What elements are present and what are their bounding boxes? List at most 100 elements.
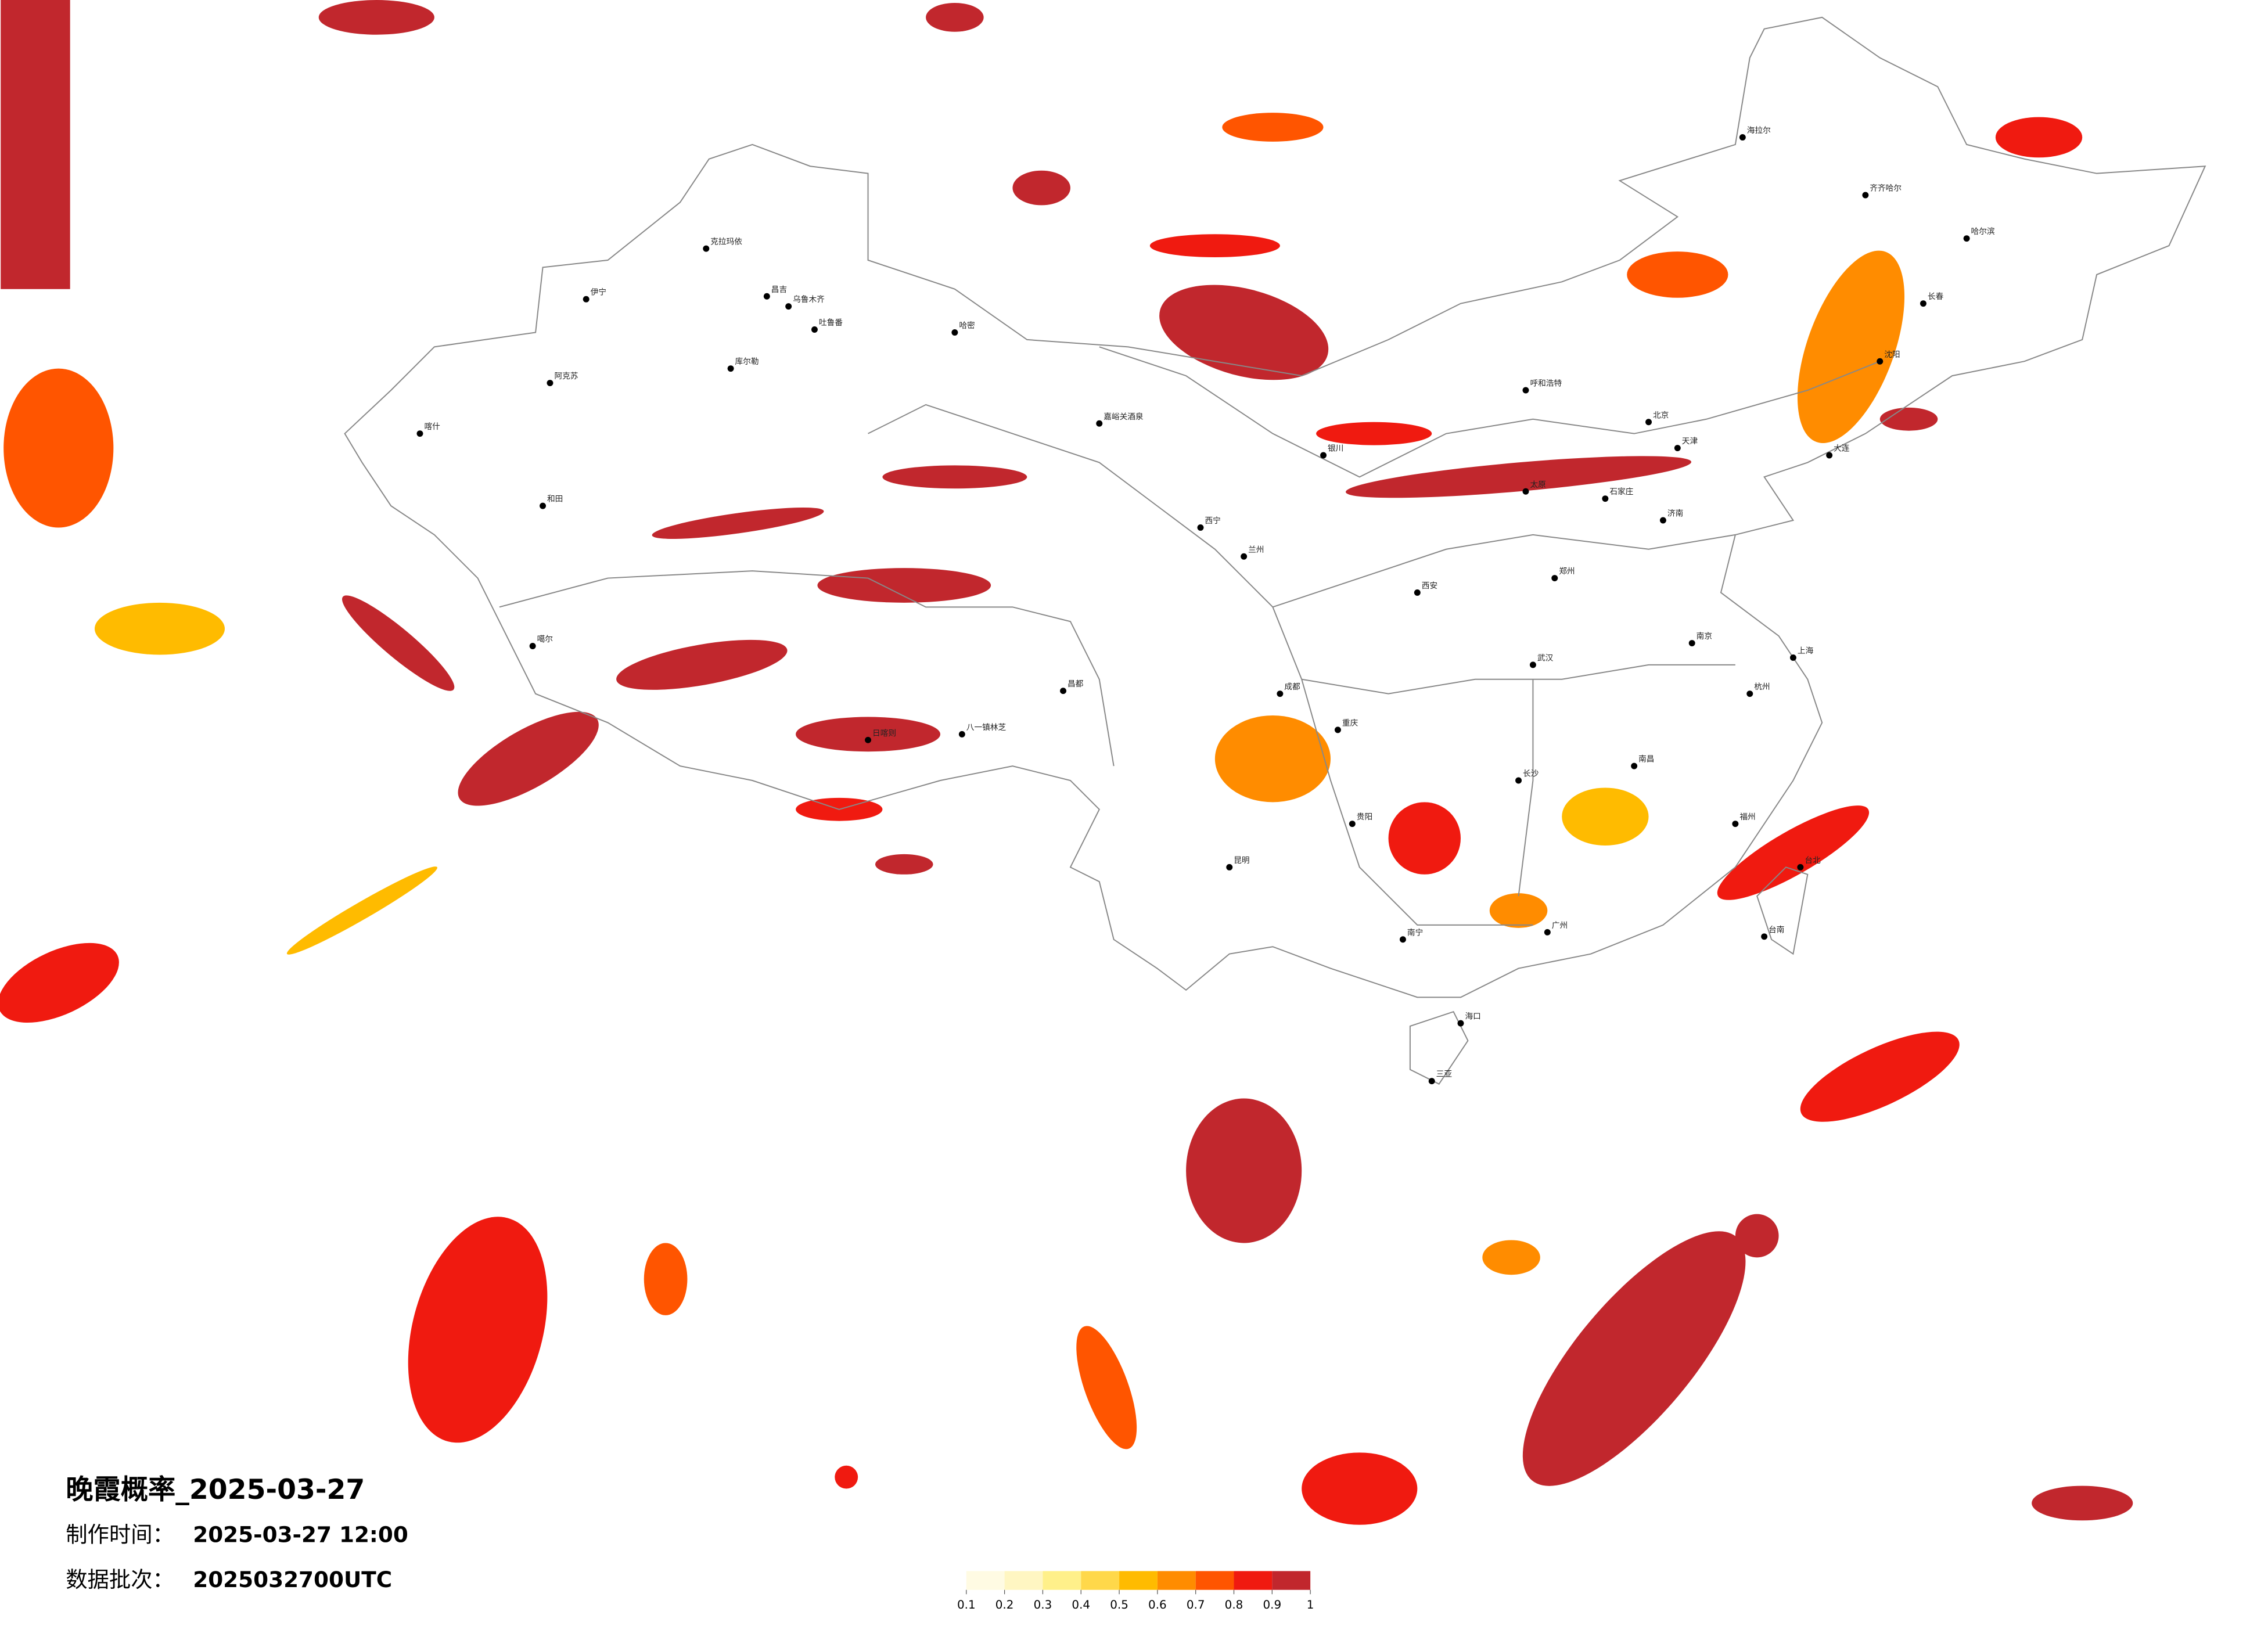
- city-dot: [1789, 654, 1796, 661]
- city-label: 沈阳: [1884, 350, 1900, 359]
- city-label: 库尔勒: [735, 357, 759, 366]
- area: [1186, 1098, 1302, 1243]
- city-label: 北京: [1653, 411, 1669, 420]
- colorbar-segment: [966, 1571, 1005, 1590]
- area: [616, 639, 788, 690]
- city-dot: [1862, 192, 1869, 199]
- city-dot: [1334, 726, 1341, 733]
- city-dot: [1674, 445, 1681, 452]
- area: [796, 717, 940, 752]
- map-title: 晚霞概率_2025-03-27: [66, 1474, 365, 1506]
- city-dot: [951, 329, 958, 336]
- city-dot: [1457, 1020, 1464, 1027]
- borders: [344, 16, 2206, 1085]
- city-dot: [1732, 821, 1739, 828]
- colorbar-tick-label: 0.1: [957, 1598, 976, 1611]
- city-label: 噶尔: [537, 635, 553, 644]
- colorbar: 0.1 0.2 0.3 0.4 0.5 0.6 0.7 0.8 0.9 1: [957, 1571, 1314, 1611]
- area: [882, 465, 1027, 489]
- area: [1012, 170, 1070, 206]
- area: [1879, 407, 1938, 431]
- city-dot: [1739, 134, 1746, 141]
- probability-areas: [0, 0, 2133, 1525]
- area: [1482, 1240, 1540, 1275]
- city-label: 乌鲁木齐: [793, 295, 825, 304]
- city-label: 南京: [1696, 632, 1712, 641]
- colorbar-tick-label: 0.3: [1034, 1598, 1052, 1611]
- area: [1159, 285, 1329, 380]
- colorbar-tick-label: 0.8: [1225, 1598, 1243, 1611]
- city-label: 台南: [1769, 925, 1784, 934]
- city-label: 南昌: [1638, 755, 1654, 764]
- city-dot: [1226, 864, 1233, 870]
- area: [0, 942, 119, 1023]
- city-dot: [1529, 661, 1536, 668]
- city-label: 克拉玛依: [710, 238, 742, 247]
- area: [1222, 113, 1324, 142]
- city-label: 阿克苏: [554, 372, 578, 381]
- city-label: 成都: [1284, 682, 1300, 692]
- area: [1, 0, 70, 289]
- colorbar-segment: [1234, 1571, 1273, 1590]
- city-dot: [1761, 933, 1768, 940]
- city-label: 哈密: [959, 321, 975, 330]
- city-dot: [1399, 936, 1406, 943]
- colorbar-segment: [1272, 1571, 1311, 1590]
- city-label: 杭州: [1754, 682, 1770, 692]
- area: [652, 507, 824, 539]
- city-dot: [1920, 300, 1926, 307]
- area: [1797, 250, 1905, 444]
- city-dot: [727, 365, 734, 372]
- city-label: 天津: [1682, 437, 1698, 446]
- colorbar-tick-label: 0.5: [1110, 1598, 1128, 1611]
- city-label: 西安: [1422, 581, 1437, 591]
- area: [3, 368, 114, 528]
- city-label: 呼和浩特: [1530, 379, 1562, 388]
- city-label: 石家庄: [1609, 487, 1633, 497]
- city-dot: [1877, 358, 1884, 365]
- city-dot: [1320, 452, 1327, 459]
- area: [1302, 1452, 1418, 1525]
- area: [1214, 715, 1331, 803]
- city-dot: [1096, 420, 1103, 427]
- city-dot: [1631, 762, 1638, 769]
- city-dot: [865, 736, 872, 743]
- area: [408, 1217, 548, 1443]
- city-dot: [1522, 488, 1529, 495]
- area: [875, 854, 933, 875]
- area: [1076, 1326, 1137, 1449]
- city-label: 上海: [1798, 646, 1814, 656]
- city-label: 八一镇林芝: [966, 723, 1007, 732]
- area: [1346, 456, 1692, 498]
- colorbar-tick-label: 0.7: [1187, 1598, 1205, 1611]
- city-dot: [540, 502, 547, 509]
- city-label: 台北: [1805, 856, 1821, 865]
- colorbar-segment: [1119, 1571, 1158, 1590]
- area: [342, 595, 455, 691]
- city-dot: [1551, 575, 1558, 582]
- batch-label: 数据批次：: [66, 1567, 174, 1592]
- area: [286, 866, 437, 955]
- city-dot: [1659, 517, 1666, 524]
- city-label: 南宁: [1407, 927, 1423, 937]
- area: [318, 0, 434, 35]
- production-value: 2025-03-27 12:00: [193, 1522, 408, 1548]
- city-dot: [1060, 688, 1067, 695]
- city-dot: [703, 245, 710, 252]
- batch-value: 2025032700UTC: [193, 1567, 392, 1592]
- city-dot: [416, 430, 423, 437]
- city-dot: [583, 296, 590, 303]
- city-label: 海口: [1465, 1012, 1480, 1021]
- city-label: 大连: [1834, 444, 1850, 454]
- area: [1562, 787, 1649, 846]
- city-label: 郑州: [1559, 567, 1575, 576]
- area: [1388, 802, 1461, 875]
- city-dot: [1544, 929, 1551, 936]
- island-border: [1756, 866, 1809, 955]
- city-label: 日喀则: [872, 729, 896, 738]
- city-dot: [1602, 495, 1609, 502]
- city-label: 昆明: [1234, 856, 1249, 865]
